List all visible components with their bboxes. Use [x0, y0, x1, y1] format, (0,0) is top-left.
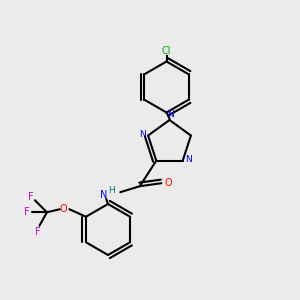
Text: N: N [100, 190, 107, 200]
Text: F: F [24, 207, 29, 217]
Text: H: H [108, 186, 115, 195]
Text: F: F [35, 227, 41, 237]
Text: O: O [59, 204, 67, 214]
Text: N: N [139, 130, 146, 139]
Text: N: N [167, 110, 173, 119]
Text: F: F [28, 192, 33, 202]
Text: Cl: Cl [162, 46, 171, 56]
Text: N: N [185, 155, 191, 164]
Text: O: O [164, 178, 172, 188]
